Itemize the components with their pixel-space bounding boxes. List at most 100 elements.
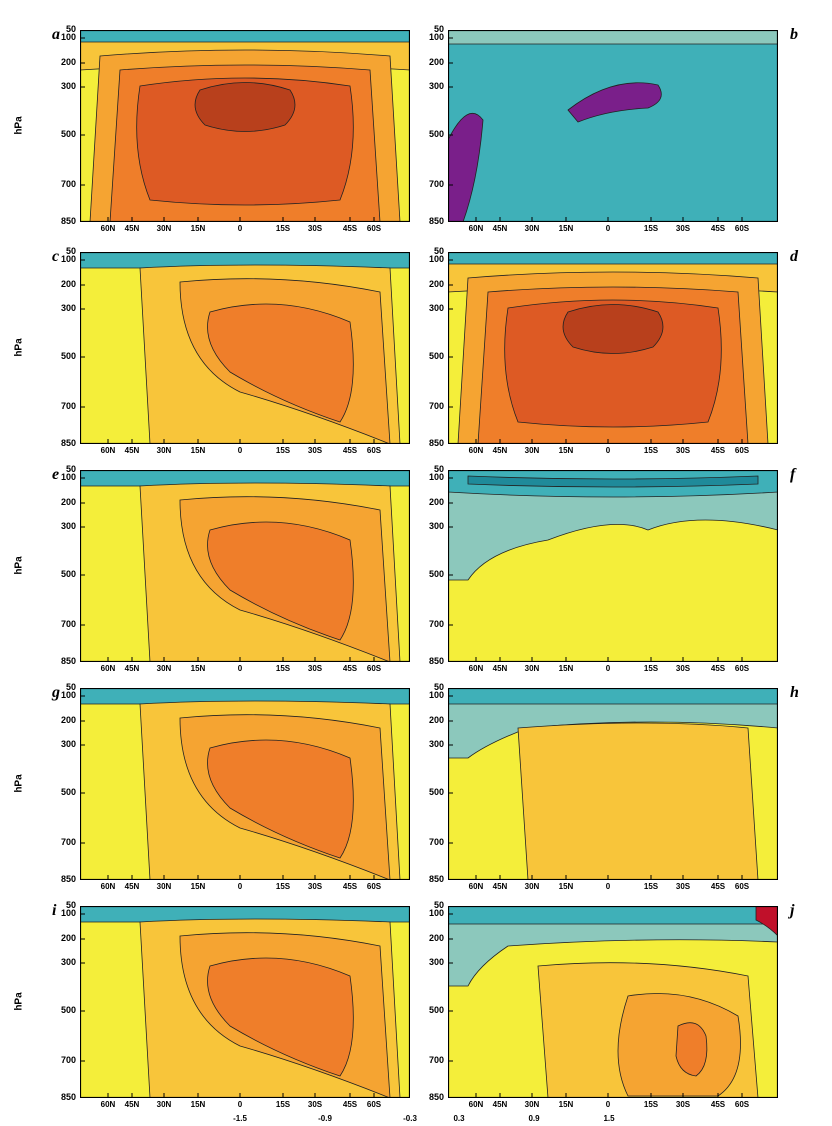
contour-panel-c xyxy=(80,252,410,444)
x-tick-label: 45S xyxy=(342,1100,358,1109)
x-tick-label: 45N xyxy=(124,1100,140,1109)
x-tick-label: 15S xyxy=(643,224,659,233)
y-tick-label: 300 xyxy=(428,303,444,313)
y-tick-label: 100 xyxy=(60,32,76,42)
contour-region xyxy=(467,475,759,488)
x-tick-label: 45N xyxy=(124,882,140,891)
x-tick-label: 0 xyxy=(237,1100,243,1109)
y-tick-label: 50 xyxy=(65,464,76,474)
contour-region xyxy=(567,82,662,123)
panel-label-f: f xyxy=(790,466,796,483)
x-tick-label: 45S xyxy=(342,882,358,891)
panel-label-g: g xyxy=(52,684,60,701)
contour-panel-i xyxy=(80,906,410,1098)
contour-region xyxy=(448,113,484,222)
contour-region xyxy=(448,30,778,45)
y-tick-label: 700 xyxy=(60,401,76,411)
x-tick-label: 30N xyxy=(156,664,172,673)
x-tick-label: 60S xyxy=(366,882,382,891)
x-tick-label: 15N xyxy=(190,882,206,891)
y-tick-label: 850 xyxy=(60,656,76,666)
y-tick-label: 300 xyxy=(428,739,444,749)
colorbar-label: -0.3 xyxy=(403,1114,417,1123)
x-tick-label: 60S xyxy=(734,224,750,233)
x-tick-label: 15N xyxy=(558,1100,574,1109)
contour-region xyxy=(448,906,778,925)
x-tick-label: 15N xyxy=(190,1100,206,1109)
x-tick-label: 15N xyxy=(558,446,574,455)
x-tick-label: 60S xyxy=(734,664,750,673)
x-tick-label: 45S xyxy=(710,1100,726,1109)
x-tick-label: 45N xyxy=(492,446,508,455)
y-tick-label: 300 xyxy=(60,81,76,91)
contour-region xyxy=(80,688,410,705)
x-tick-label: 45S xyxy=(342,664,358,673)
x-tick-label: 30S xyxy=(307,664,323,673)
x-tick-label: 45S xyxy=(710,446,726,455)
contour-region xyxy=(207,521,354,641)
panel-label-b: b xyxy=(790,26,798,43)
contour-plot-e xyxy=(80,470,410,662)
y-tick-label: 850 xyxy=(428,438,444,448)
x-tick-label: 45N xyxy=(492,1100,508,1109)
y-tick-label: 700 xyxy=(428,401,444,411)
x-tick-label: 30N xyxy=(524,446,540,455)
y-tick-label: 50 xyxy=(433,464,444,474)
y-tick-label: 50 xyxy=(65,246,76,256)
y-tick-label: 200 xyxy=(60,57,76,67)
y-tick-label: 100 xyxy=(428,472,444,482)
y-tick-label: 300 xyxy=(428,957,444,967)
y-tick-label: 50 xyxy=(65,682,76,692)
y-tick-label: 700 xyxy=(60,837,76,847)
panel-label-i: i xyxy=(52,902,57,919)
x-tick-label: 60N xyxy=(468,1100,484,1109)
x-tick-label: 45N xyxy=(492,224,508,233)
x-tick-label: 30S xyxy=(307,1100,323,1109)
contour-plot-f xyxy=(448,470,778,662)
x-tick-label: 45S xyxy=(342,224,358,233)
x-tick-label: 15N xyxy=(190,446,206,455)
contour-panel-j xyxy=(448,906,778,1098)
x-tick-label: 30S xyxy=(675,446,691,455)
x-tick-label: 30S xyxy=(307,224,323,233)
y-tick-label: 850 xyxy=(60,1092,76,1102)
contour-plot-a xyxy=(80,30,410,222)
contour-region xyxy=(136,77,354,206)
y-axis-title: hPa xyxy=(13,116,25,135)
x-tick-label: 30N xyxy=(156,446,172,455)
x-tick-label: 45S xyxy=(710,664,726,673)
x-tick-label: 60S xyxy=(366,664,382,673)
contour-panel-h xyxy=(448,688,778,880)
x-tick-label: 30N xyxy=(524,882,540,891)
x-tick-label: 15S xyxy=(643,1100,659,1109)
x-tick-label: 15S xyxy=(275,1100,291,1109)
x-tick-label: 15N xyxy=(190,224,206,233)
colorbar-label: -1.5 xyxy=(233,1114,247,1123)
y-tick-label: 100 xyxy=(60,254,76,264)
contour-region xyxy=(207,303,354,423)
x-tick-label: 30S xyxy=(307,446,323,455)
x-tick-label: 30S xyxy=(675,1100,691,1109)
contour-region xyxy=(80,470,410,487)
y-tick-label: 200 xyxy=(428,715,444,725)
x-tick-label: 60S xyxy=(734,446,750,455)
contour-region xyxy=(80,30,410,45)
colorbar-label: 0.9 xyxy=(528,1114,540,1123)
y-tick-label: 200 xyxy=(428,57,444,67)
contour-plot-c xyxy=(80,252,410,444)
panel-label-h: h xyxy=(790,684,799,701)
y-tick-label: 200 xyxy=(428,933,444,943)
y-tick-label: 700 xyxy=(428,619,444,629)
contour-region xyxy=(562,304,664,354)
x-tick-label: 15N xyxy=(190,664,206,673)
contour-panel-b xyxy=(448,30,778,222)
x-tick-label: 60S xyxy=(734,882,750,891)
x-tick-label: 0 xyxy=(605,1100,611,1109)
contour-region xyxy=(80,906,410,923)
x-tick-label: 30S xyxy=(675,224,691,233)
y-tick-label: 50 xyxy=(65,24,76,34)
x-tick-label: 60S xyxy=(366,446,382,455)
y-tick-label: 500 xyxy=(60,787,76,797)
contour-region xyxy=(448,30,778,222)
y-tick-label: 700 xyxy=(60,619,76,629)
